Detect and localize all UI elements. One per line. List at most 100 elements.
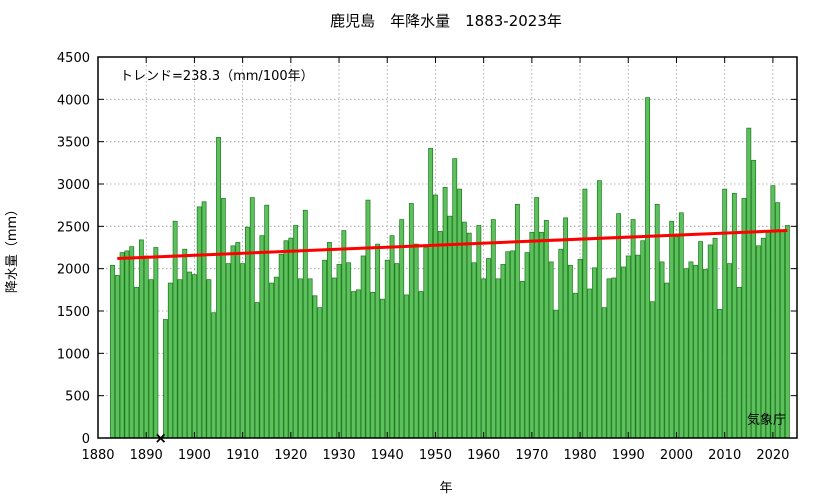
bar-1925 — [312, 295, 318, 439]
x-tick-label: 1940 — [371, 448, 404, 463]
bar-1935 — [360, 255, 366, 439]
bar-1924 — [307, 278, 313, 439]
bar-1942 — [394, 263, 400, 439]
bar-1982 — [587, 288, 593, 439]
x-tick-label: 1950 — [419, 448, 452, 463]
bar-1909 — [235, 242, 241, 439]
bar-2014 — [741, 198, 747, 439]
bar-2008 — [712, 237, 718, 439]
bar-1966 — [510, 250, 516, 439]
bar-1981 — [582, 188, 588, 439]
bar-2021 — [775, 202, 781, 439]
x-tick-label: 2010 — [708, 448, 741, 463]
bar-1932 — [346, 262, 352, 439]
trend-line — [117, 228, 788, 261]
bar-1938 — [375, 243, 381, 439]
bar-1921 — [293, 225, 299, 439]
bar-1911 — [245, 226, 250, 439]
y-tick-label: 4500 — [57, 51, 90, 66]
x-tick-label: 2020 — [756, 448, 789, 463]
bar-1906 — [220, 198, 226, 439]
bar-1941 — [389, 235, 395, 439]
plot-frame — [97, 56, 798, 439]
bar-1993 — [640, 240, 646, 439]
bar-1934 — [355, 289, 361, 439]
bar-2009 — [717, 308, 723, 439]
bar-1890 — [143, 255, 149, 439]
y-tick-label: 4000 — [57, 93, 90, 108]
bar-1922 — [298, 278, 303, 439]
bar-1995 — [649, 301, 655, 439]
bar-1904 — [211, 312, 217, 439]
bar-1980 — [577, 259, 583, 439]
bar-1886 — [124, 250, 130, 439]
bar-1950 — [433, 194, 438, 439]
bar-1988 — [616, 213, 622, 439]
bar-1891 — [148, 279, 154, 439]
bar-1902 — [201, 201, 207, 439]
y-tick-label: 1000 — [57, 347, 90, 362]
bar-1885 — [119, 252, 125, 439]
bar-2020 — [770, 185, 776, 439]
bar-1978 — [567, 264, 573, 439]
x-tick-label: 1970 — [515, 448, 548, 463]
y-tick-label: 1500 — [57, 305, 90, 320]
x-axis-label: 年 — [439, 481, 452, 496]
bar-1970 — [529, 231, 535, 439]
bar-1894 — [163, 319, 168, 439]
bar-1954 — [452, 158, 458, 439]
bar-1933 — [351, 291, 356, 439]
bar-1900 — [191, 274, 197, 439]
bar-1923 — [302, 209, 308, 439]
bar-1967 — [514, 203, 520, 439]
x-axis-ticks: 1880 1890 1900 1910 1920 1930 1940 1950 1960 1970… — [81, 57, 789, 463]
bar-1943 — [399, 219, 405, 439]
x-tick-label: 1930 — [322, 448, 355, 463]
bar-1892 — [153, 247, 159, 439]
source-label: 気象庁 — [747, 412, 786, 428]
bar-1976 — [558, 248, 564, 439]
bar-1936 — [365, 199, 371, 439]
bar-2016 — [751, 159, 757, 439]
bar-1965 — [505, 251, 511, 439]
bar-1889 — [138, 239, 144, 439]
bar-1948 — [423, 247, 429, 439]
x-tick-label: 1900 — [178, 448, 211, 463]
bar-1931 — [341, 230, 347, 439]
bar-2022 — [780, 230, 785, 439]
bar-2005 — [698, 241, 704, 439]
bar-1884 — [114, 275, 120, 439]
bar-1903 — [206, 279, 212, 439]
x-tick-label: 1990 — [612, 448, 645, 463]
bar-1939 — [380, 298, 385, 439]
x-tick-label: 1920 — [274, 448, 307, 463]
bar-1989 — [621, 266, 626, 439]
y-tick-label: 2500 — [57, 220, 90, 235]
y-axis-ticks: 0 500 1000 1500 2000 2500 3000 3500 4000 4500 — [57, 51, 797, 447]
bars — [110, 97, 790, 439]
bar-1984 — [596, 180, 602, 439]
bar-1917 — [273, 276, 279, 439]
bar-1971 — [534, 197, 540, 439]
bar-2017 — [756, 245, 761, 439]
bar-1968 — [519, 281, 525, 439]
bar-1883 — [110, 264, 115, 439]
bar-1964 — [500, 264, 506, 439]
bar-1929 — [331, 277, 337, 439]
bar-1912 — [249, 197, 255, 439]
bar-1907 — [225, 263, 231, 439]
bar-1888 — [134, 286, 139, 439]
bar-1999 — [669, 220, 675, 439]
bar-2015 — [746, 127, 752, 439]
bar-1994 — [645, 97, 650, 439]
bar-1930 — [336, 264, 342, 439]
bar-1916 — [269, 282, 274, 439]
bar-1887 — [129, 246, 135, 439]
bar-1914 — [259, 235, 265, 439]
bar-2018 — [760, 237, 766, 439]
x-tick-label: 1960 — [467, 448, 500, 463]
bar-1920 — [288, 237, 294, 439]
bar-2010 — [722, 188, 728, 439]
x-tick-label: 1980 — [564, 448, 597, 463]
y-tick-label: 500 — [65, 390, 90, 405]
